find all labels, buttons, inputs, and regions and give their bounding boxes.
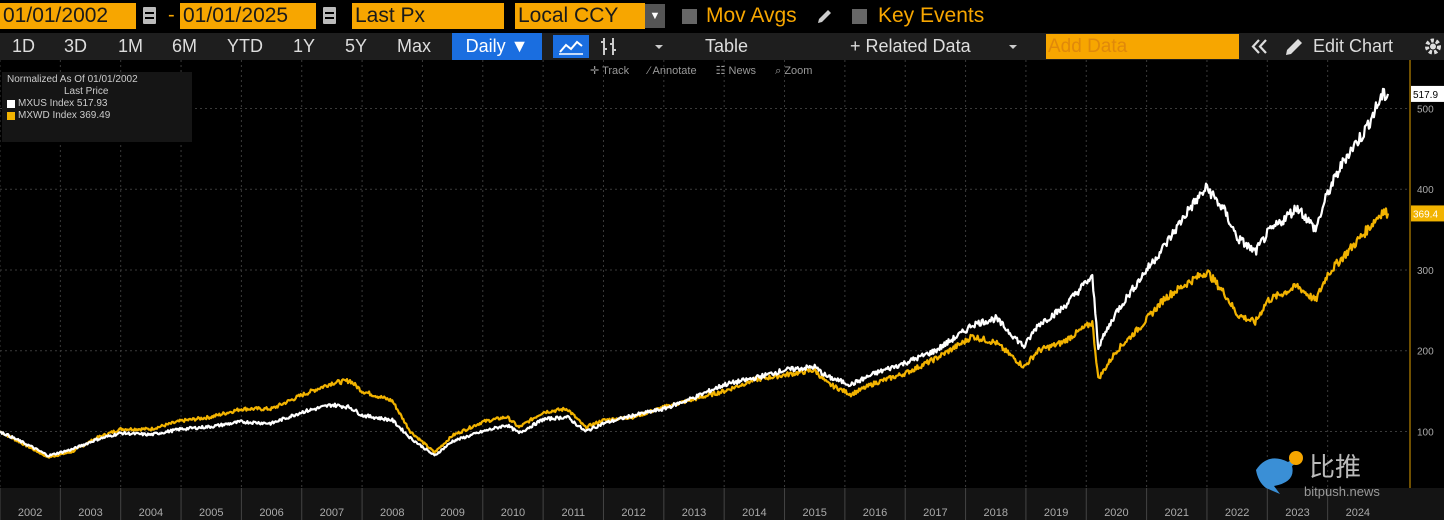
track-tool[interactable]: ✛ Track — [590, 65, 630, 77]
mov-avgs-label[interactable]: Mov Avgs — [706, 4, 797, 27]
x-tick-label: 2003 — [78, 507, 102, 519]
y-tick-label: 200 — [1417, 347, 1434, 358]
end-labels: 369.4 517.9 — [1411, 85, 1444, 222]
period-1y[interactable]: 1Y — [293, 36, 316, 56]
news-tool[interactable]: ☷ News — [715, 65, 757, 77]
pencil-icon[interactable] — [815, 6, 835, 26]
mov-avgs-checkbox[interactable] — [682, 9, 697, 24]
series-line-mxus — [0, 87, 1390, 458]
frequency-dropdown[interactable]: Daily ▼ — [452, 33, 542, 60]
chart-tools: ✛ Track ∕ Annotate ☷ News ⌕ Zoom — [590, 64, 828, 78]
calendar-icon[interactable] — [323, 7, 336, 24]
candlestick-icon[interactable] — [597, 35, 621, 58]
annotate-tool[interactable]: ∕ Annotate — [648, 65, 697, 77]
legend-label: MXWD Index 369.49 — [18, 110, 111, 121]
chart-toolbar: 1D 3D 1M 6M YTD 1Y 5Y Max Daily ▼ Table … — [0, 33, 1444, 60]
end-date-field[interactable]: 01/01/2025 — [180, 3, 316, 29]
zoom-tool[interactable]: ⌕ Zoom — [775, 65, 813, 77]
x-tick-label: 2023 — [1285, 507, 1309, 519]
period-3d[interactable]: 3D — [64, 36, 88, 56]
start-date-field[interactable]: 01/01/2002 — [0, 3, 136, 29]
x-tick-label: 2012 — [621, 507, 645, 519]
key-events-label[interactable]: Key Events — [878, 4, 985, 27]
x-axis-band — [0, 488, 1444, 520]
period-5y[interactable]: 5Y — [345, 36, 368, 56]
x-tick-label: 2011 — [561, 507, 585, 519]
line-chart-icon[interactable] — [553, 35, 589, 58]
end-label: 369.4 — [1413, 209, 1438, 220]
watermark-url: bitpush.news — [1304, 484, 1380, 499]
x-tick-label: 2009 — [440, 507, 464, 519]
x-tick-label: 2013 — [682, 507, 706, 519]
legend-item: MXWD Index 369.49 — [7, 110, 187, 122]
chevron-down-icon[interactable] — [652, 35, 666, 58]
x-tick-label: 2021 — [1165, 507, 1189, 519]
period-1d[interactable]: 1D — [12, 36, 36, 56]
chevron-down-icon[interactable] — [1006, 35, 1020, 58]
x-tick-label: 2004 — [139, 507, 163, 519]
period-ytd[interactable]: YTD — [227, 36, 263, 56]
field-selector[interactable]: Last Px — [352, 3, 504, 29]
pencil-icon[interactable] — [1283, 35, 1307, 58]
period-6m[interactable]: 6M — [172, 36, 198, 56]
end-label-box — [1411, 205, 1444, 222]
x-tick-label: 2007 — [320, 507, 344, 519]
x-tick-label: 2014 — [742, 507, 766, 519]
chart-legend: Normalized As Of 01/01/2002 Last Price M… — [2, 72, 192, 142]
legend-item: MXUS Index 517.93 — [7, 98, 187, 110]
period-max[interactable]: Max — [397, 36, 432, 56]
legend-swatch — [7, 100, 15, 108]
y-axis: 100 200 300 400 500 — [1409, 60, 1434, 488]
y-tick-label: 500 — [1417, 104, 1434, 115]
y-tick-label: 300 — [1417, 266, 1434, 277]
y-tick-label: 100 — [1417, 427, 1434, 438]
x-tick-label: 2022 — [1225, 507, 1249, 519]
x-tick-label: 2015 — [802, 507, 826, 519]
x-tick-label: 2005 — [199, 507, 223, 519]
x-axis: 2002 2003 2004 2005 2006 2007 2008 2009 2010 2011… — [0, 488, 1444, 520]
x-tick-label: 2002 — [18, 507, 42, 519]
add-data-input[interactable]: Add Data — [1046, 34, 1239, 59]
table-button[interactable]: Table — [705, 36, 749, 56]
bitpush-logo: 比推 bitpush.news — [1256, 451, 1380, 499]
related-data-button[interactable]: + Related Data — [850, 36, 971, 56]
series-lines — [0, 87, 1390, 459]
period-1m[interactable]: 1M — [118, 36, 144, 56]
legend-subtitle: Last Price — [64, 86, 109, 97]
x-tick-label: 2024 — [1346, 507, 1370, 519]
date-separator: - — [168, 4, 175, 26]
collapse-left-icon[interactable] — [1248, 35, 1270, 58]
chart-area[interactable]: 100 200 300 400 500 2002 2003 2004 2005 2006 2007… — [0, 60, 1444, 520]
calendar-icon[interactable] — [143, 7, 156, 24]
x-tick-label: 2016 — [863, 507, 887, 519]
x-tick-label: 2010 — [501, 507, 525, 519]
legend-swatch — [7, 112, 15, 120]
legend-label: MXUS Index 517.93 — [18, 98, 108, 109]
y-tick-label: 400 — [1417, 185, 1434, 196]
gear-icon[interactable] — [1422, 35, 1444, 58]
watermark-cn: 比推 — [1309, 453, 1361, 483]
x-tick-label: 2018 — [983, 507, 1007, 519]
top-toolbar: 01/01/2002 - 01/01/2025 Last Px Local CC… — [0, 0, 1444, 32]
chart-grid — [0, 60, 1410, 488]
x-tick-label: 2006 — [259, 507, 283, 519]
key-events-checkbox[interactable] — [852, 9, 867, 24]
x-tick-label: 2017 — [923, 507, 947, 519]
chevron-down-icon[interactable]: ▼ — [645, 4, 665, 28]
x-tick-label: 2008 — [380, 507, 404, 519]
x-tick-label: 2020 — [1104, 507, 1128, 519]
series-line-mxwd — [0, 207, 1390, 459]
currency-selector[interactable]: Local CCY — [515, 3, 645, 29]
end-label-box — [1411, 85, 1444, 102]
legend-title: Normalized As Of 01/01/2002 — [7, 74, 138, 85]
edit-chart-button[interactable]: Edit Chart — [1313, 36, 1394, 56]
end-label: 517.9 — [1413, 90, 1438, 101]
x-tick-label: 2019 — [1044, 507, 1068, 519]
